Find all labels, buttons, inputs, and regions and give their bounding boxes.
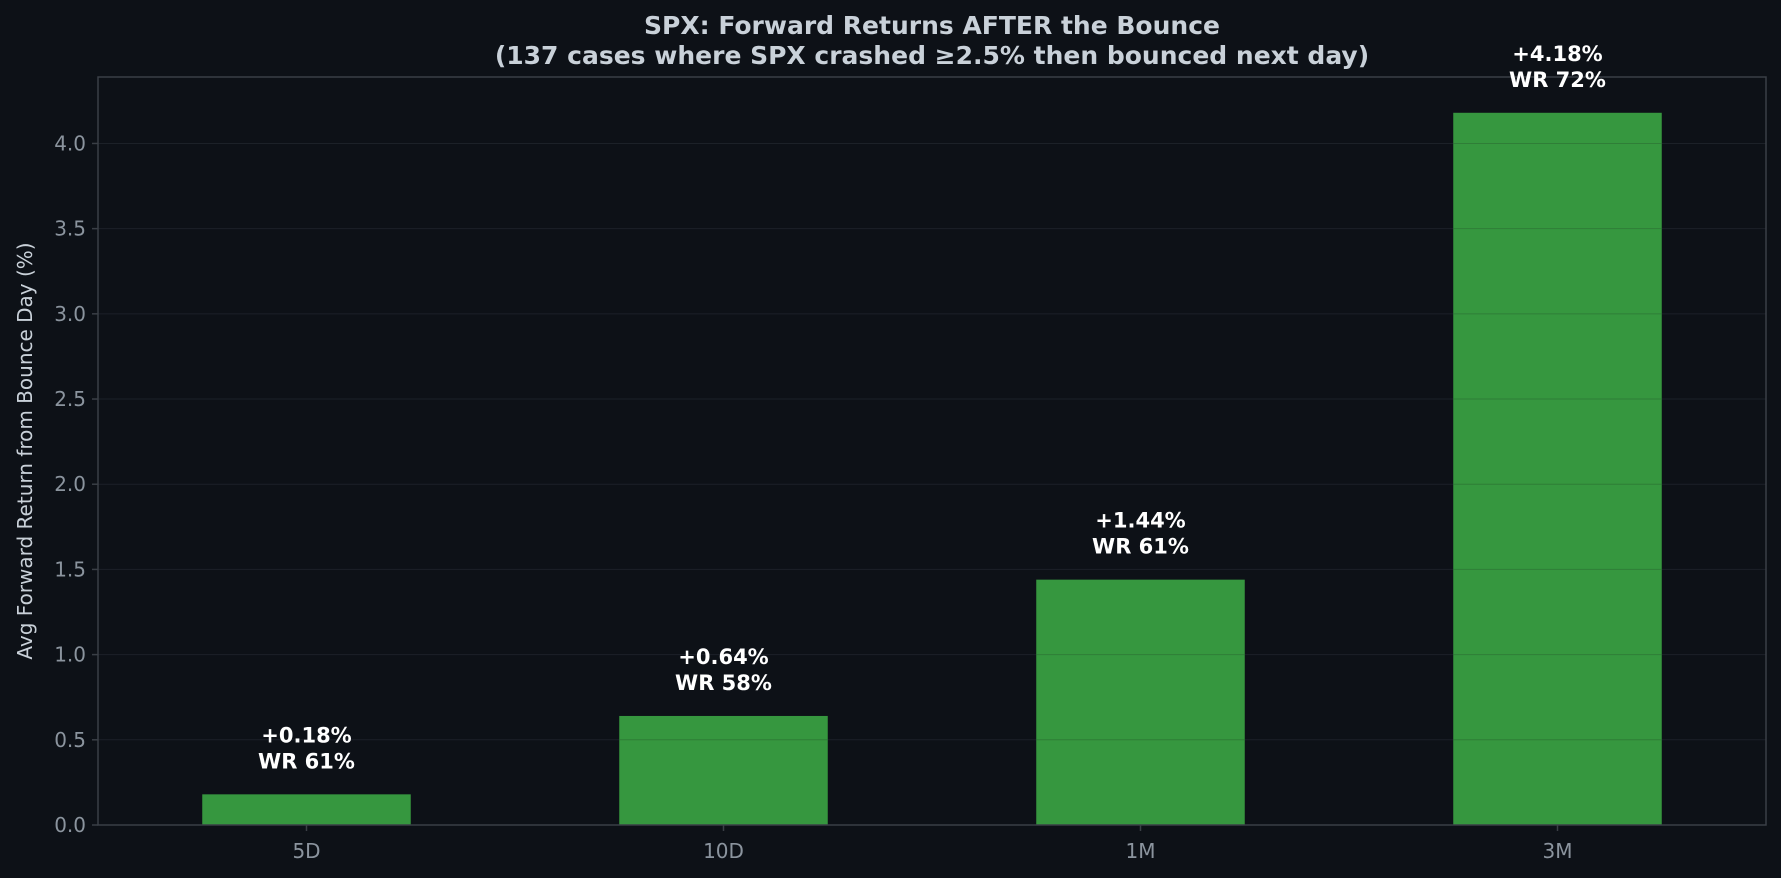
x-tick-label: 5D (292, 839, 320, 863)
bar-value-label: +1.44% (1095, 509, 1185, 533)
bar (1036, 579, 1245, 825)
y-axis-ticks: 0.0 0.5 1.0 1.5 2.0 2.5 3.0 3.5 4.0 (54, 131, 98, 837)
y-tick-label: 2.5 (54, 387, 86, 411)
bar (1453, 112, 1662, 826)
bar (202, 794, 411, 825)
y-tick-label: 3.0 (54, 302, 86, 326)
bar-value-label: +0.18% (261, 723, 351, 747)
y-tick-label: 0.0 (54, 813, 86, 837)
bars (202, 112, 1662, 826)
plot-frame (97, 76, 1767, 826)
y-tick-label: 1.5 (54, 557, 86, 581)
x-tick-label: 1M (1126, 839, 1156, 863)
bar-winrate-label: WR 58% (675, 671, 772, 695)
chart-title-line1: SPX: Forward Returns AFTER the Bounce (644, 11, 1220, 40)
y-axis-label: Avg Forward Return from Bounce Day (%) (13, 242, 37, 659)
bar-winrate-label: WR 61% (1092, 535, 1189, 559)
bar-data-labels: +0.18%WR 61%+0.64%WR 58%+1.44%WR 61%+4.1… (258, 42, 1606, 774)
y-tick-label: 1.0 (54, 643, 86, 667)
x-tick-label: 10D (703, 839, 744, 863)
x-tick-label: 3M (1543, 839, 1573, 863)
y-tick-label: 2.0 (54, 472, 86, 496)
bar (619, 715, 828, 825)
y-tick-label: 4.0 (54, 131, 86, 155)
y-tick-label: 0.5 (54, 728, 86, 752)
bar-value-label: +0.64% (678, 645, 768, 669)
chart-title-line2: (137 cases where SPX crashed ≥2.5% then … (495, 41, 1369, 70)
bar-winrate-label: WR 72% (1509, 68, 1606, 92)
bar-winrate-label: WR 61% (258, 749, 355, 773)
bar-value-label: +4.18% (1512, 42, 1602, 66)
y-tick-label: 3.5 (54, 217, 86, 241)
x-axis-ticks: 5D 10D 1M 3M (292, 825, 1572, 863)
